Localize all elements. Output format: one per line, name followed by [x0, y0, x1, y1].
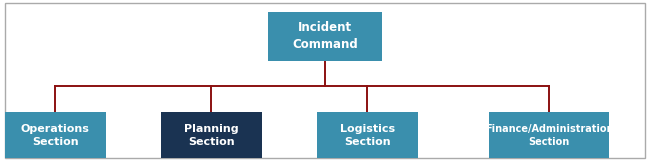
FancyBboxPatch shape	[161, 112, 261, 158]
Text: Planning
Section: Planning Section	[184, 124, 239, 147]
Text: Operations
Section: Operations Section	[21, 124, 90, 147]
Text: Logistics
Section: Logistics Section	[340, 124, 395, 147]
FancyBboxPatch shape	[268, 12, 382, 61]
Text: Incident
Command: Incident Command	[292, 21, 358, 51]
FancyBboxPatch shape	[5, 112, 105, 158]
FancyBboxPatch shape	[489, 112, 610, 158]
Text: Finance/Administration
Section: Finance/Administration Section	[485, 124, 614, 147]
FancyBboxPatch shape	[317, 112, 417, 158]
